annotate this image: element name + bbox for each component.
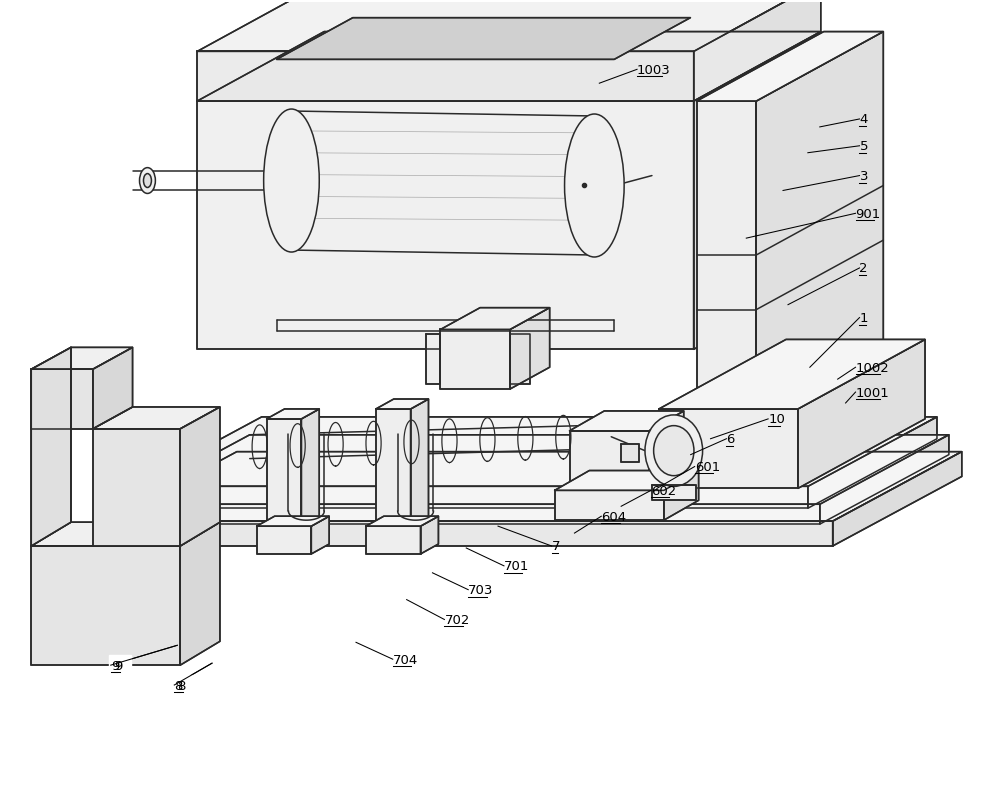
Text: 703: 703 <box>468 584 494 597</box>
Polygon shape <box>411 400 428 527</box>
Text: 7: 7 <box>552 540 560 552</box>
Polygon shape <box>121 435 949 504</box>
Text: 9: 9 <box>111 658 119 672</box>
Polygon shape <box>659 410 798 489</box>
Text: 1001: 1001 <box>856 386 889 399</box>
Polygon shape <box>440 330 510 389</box>
Text: 702: 702 <box>444 613 470 626</box>
Polygon shape <box>426 335 440 385</box>
Text: 8: 8 <box>177 679 186 691</box>
Polygon shape <box>180 523 220 666</box>
Polygon shape <box>621 444 639 462</box>
Polygon shape <box>555 491 664 520</box>
Polygon shape <box>257 516 329 527</box>
Polygon shape <box>808 418 937 508</box>
Polygon shape <box>376 400 428 410</box>
Polygon shape <box>833 452 962 546</box>
Ellipse shape <box>565 115 624 258</box>
Text: 2: 2 <box>859 262 868 275</box>
Polygon shape <box>820 435 949 524</box>
Text: 901: 901 <box>856 207 881 221</box>
Polygon shape <box>267 419 301 527</box>
Polygon shape <box>697 102 756 410</box>
Polygon shape <box>109 655 131 675</box>
Polygon shape <box>659 340 925 410</box>
Text: 5: 5 <box>859 140 868 153</box>
Polygon shape <box>510 335 530 385</box>
Polygon shape <box>31 348 133 369</box>
Polygon shape <box>376 410 411 527</box>
Polygon shape <box>756 33 883 410</box>
Polygon shape <box>31 348 71 546</box>
Polygon shape <box>31 523 220 546</box>
Text: 1: 1 <box>859 312 868 324</box>
Polygon shape <box>510 308 550 389</box>
Polygon shape <box>570 431 649 491</box>
Polygon shape <box>421 516 438 554</box>
Text: 601: 601 <box>695 460 720 474</box>
Polygon shape <box>366 516 438 527</box>
Polygon shape <box>172 675 194 695</box>
Polygon shape <box>93 348 133 430</box>
Polygon shape <box>197 52 694 102</box>
Text: 3: 3 <box>859 170 868 183</box>
Text: 6: 6 <box>726 433 735 446</box>
Polygon shape <box>93 430 180 546</box>
Text: 10: 10 <box>768 413 785 426</box>
Polygon shape <box>93 407 220 430</box>
Text: 701: 701 <box>504 560 529 573</box>
Polygon shape <box>257 527 311 554</box>
Polygon shape <box>31 369 93 430</box>
Polygon shape <box>197 0 821 52</box>
Text: 604: 604 <box>601 510 626 523</box>
Polygon shape <box>121 504 820 524</box>
Ellipse shape <box>645 415 703 487</box>
Polygon shape <box>664 471 699 520</box>
Text: 1002: 1002 <box>856 361 889 374</box>
Polygon shape <box>555 471 699 491</box>
Polygon shape <box>133 418 937 487</box>
Polygon shape <box>440 308 550 330</box>
Polygon shape <box>108 521 833 546</box>
Text: 4: 4 <box>859 113 868 126</box>
Polygon shape <box>366 527 421 554</box>
Ellipse shape <box>654 426 694 476</box>
Polygon shape <box>570 411 684 431</box>
Polygon shape <box>694 33 821 350</box>
Ellipse shape <box>140 169 155 194</box>
Polygon shape <box>31 546 180 666</box>
Polygon shape <box>694 0 821 102</box>
Ellipse shape <box>143 174 151 188</box>
Polygon shape <box>108 452 962 521</box>
Polygon shape <box>649 411 684 491</box>
Polygon shape <box>697 33 883 102</box>
Polygon shape <box>301 410 319 527</box>
Polygon shape <box>311 516 329 554</box>
Text: 1003: 1003 <box>637 63 671 77</box>
Ellipse shape <box>264 110 319 253</box>
Polygon shape <box>180 407 220 546</box>
Text: 602: 602 <box>651 484 676 497</box>
Polygon shape <box>798 340 925 489</box>
Polygon shape <box>197 102 694 350</box>
Text: 8: 8 <box>174 679 183 691</box>
Polygon shape <box>277 18 690 60</box>
Text: 9: 9 <box>114 658 122 672</box>
Text: 704: 704 <box>393 653 418 666</box>
Polygon shape <box>267 410 319 419</box>
Polygon shape <box>652 486 696 501</box>
Polygon shape <box>133 487 808 508</box>
Polygon shape <box>197 33 821 102</box>
